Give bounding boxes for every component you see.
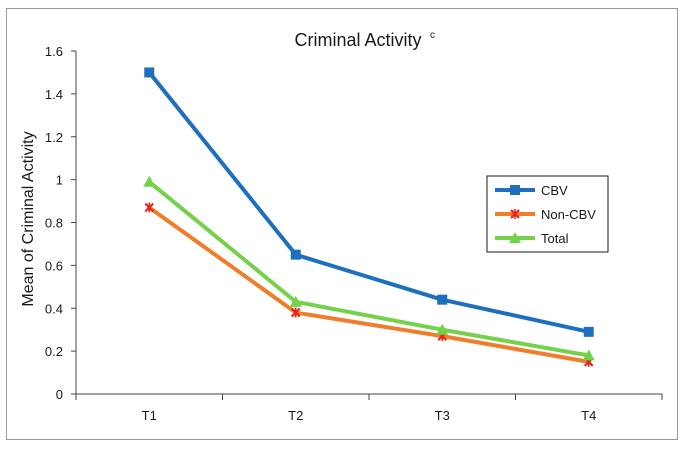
data-point-non-cbv bbox=[290, 307, 301, 318]
chart-title: Criminal Activity bbox=[294, 30, 421, 50]
legend-label: Non-CBV bbox=[541, 207, 596, 222]
series-cbv bbox=[144, 67, 594, 337]
y-tick-label: 0.8 bbox=[45, 216, 63, 231]
legend-item-cbv: CBV bbox=[495, 183, 568, 198]
x-tick-label: T4 bbox=[581, 408, 596, 423]
chart-title-group: Criminal Activity c bbox=[294, 30, 435, 50]
data-point-cbv bbox=[144, 67, 155, 78]
y-tick-label: 1.4 bbox=[45, 87, 63, 102]
series-line-non-cbv bbox=[147, 205, 591, 364]
legend-marker bbox=[510, 185, 520, 195]
x-tick-labels: T1 T2 T3 T4 bbox=[75, 394, 663, 423]
data-point-total bbox=[436, 323, 449, 335]
series-total bbox=[143, 175, 595, 361]
legend-marker bbox=[510, 209, 520, 219]
series-non-cbv bbox=[144, 202, 594, 367]
chart-title-superscript: c bbox=[430, 30, 435, 41]
data-point-total bbox=[289, 295, 302, 307]
y-tick-label: 0.2 bbox=[45, 344, 63, 359]
legend-label: Total bbox=[541, 231, 569, 246]
data-point-total bbox=[143, 175, 156, 187]
data-point-non-cbv bbox=[144, 202, 155, 213]
y-tick-label: 1.2 bbox=[45, 130, 63, 145]
series-layer bbox=[143, 67, 595, 367]
x-tick-label: T3 bbox=[435, 408, 450, 423]
legend-item-total: Total bbox=[495, 231, 569, 246]
data-point-cbv bbox=[437, 294, 448, 305]
y-tick-label: 0.4 bbox=[45, 301, 63, 316]
y-tick-label: 0.6 bbox=[45, 258, 63, 273]
y-tick-label: 0 bbox=[56, 387, 63, 402]
series-line-cbv bbox=[147, 70, 591, 334]
legend-item-non-cbv: Non-CBV bbox=[495, 207, 596, 222]
y-tick-label: 1 bbox=[56, 173, 63, 188]
legend-marker bbox=[509, 232, 521, 243]
x-tick-label: T2 bbox=[288, 408, 303, 423]
legend-label: CBV bbox=[541, 183, 568, 198]
data-point-cbv bbox=[290, 249, 301, 260]
y-tick-label: 1.6 bbox=[45, 44, 63, 59]
data-point-cbv bbox=[583, 326, 594, 337]
y-tick-labels: 0 0.2 0.4 0.6 0.8 1 1.2 1.4 1.6 bbox=[45, 44, 76, 402]
legend: CBV Non-CBV Total bbox=[486, 175, 609, 253]
series-line-total bbox=[147, 179, 591, 358]
data-point-total bbox=[582, 349, 595, 361]
x-tick-label: T1 bbox=[142, 408, 157, 423]
y-axis-title: Mean of Criminal Activity bbox=[20, 131, 37, 306]
